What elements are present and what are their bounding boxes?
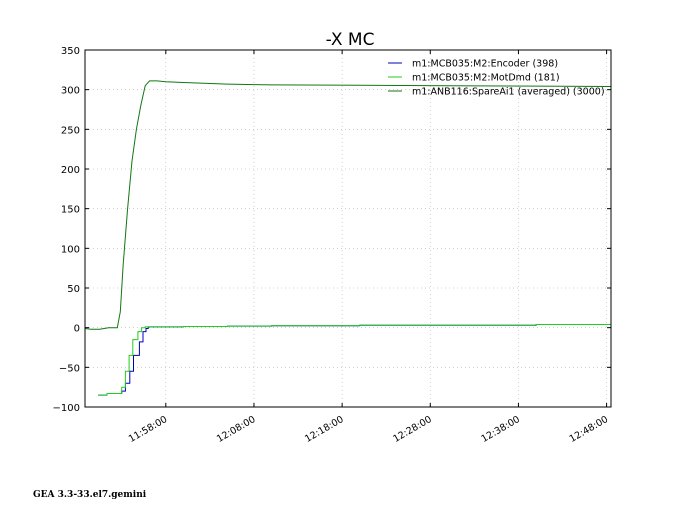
series-group xyxy=(84,80,612,396)
footer-version: GEA 3.3-33.el7.gemini xyxy=(33,490,147,500)
legend: m1:MCB035:M2:Encoder (398) m1:MCB035:M2:M… xyxy=(388,59,605,98)
series-line-2 xyxy=(98,324,611,396)
y-tick-label: 100 xyxy=(61,244,80,255)
y-tick-label: 50 xyxy=(67,284,80,295)
y-tick-label: 250 xyxy=(61,125,80,136)
legend-label: m1:ANB116:SpareAi1 (averaged) (3000) xyxy=(412,87,605,98)
y-tick-label: 350 xyxy=(61,46,80,57)
y-tick-label: 0 xyxy=(74,324,80,335)
y-tick-label: −100 xyxy=(53,403,80,414)
plot-frame xyxy=(84,49,612,408)
series-line-3 xyxy=(84,80,612,330)
y-axis: −100 −50 0 50 100 150 200 250 300 350 xyxy=(53,46,611,414)
legend-label: m1:MCB035:M2:Encoder (398) xyxy=(412,59,558,70)
y-tick-label: 300 xyxy=(61,86,80,97)
y-tick-label: 150 xyxy=(61,205,80,216)
chart-title: -X MC xyxy=(326,30,375,50)
legend-label: m1:MCB035:M2:MotDmd (181) xyxy=(412,73,560,84)
y-tick-label: 200 xyxy=(61,165,80,176)
y-tick-label: −50 xyxy=(59,363,80,374)
